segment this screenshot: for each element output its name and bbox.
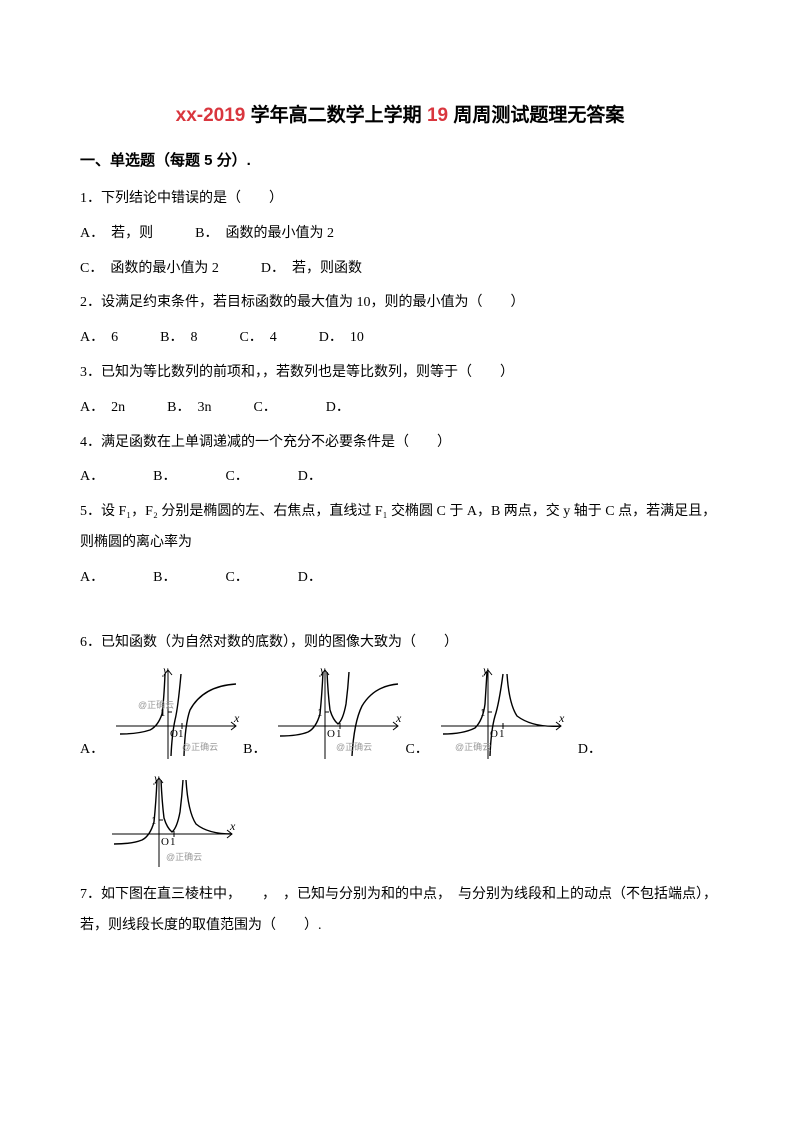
q1-opts-line2: C． 函数的最小值为 2 D． 若，则函数 [80, 254, 720, 285]
q7-stem: 7．如下图在直三棱柱中， ， ，已知与分别为和的中点， 与分别为线段和上的动点（… [80, 880, 720, 942]
q2-opts: A． 6 B． 8 C． 4 D． 10 [80, 323, 720, 354]
svg-text:O: O [327, 728, 335, 740]
svg-text:1: 1 [178, 728, 184, 740]
section-1-heading: 一、单选题（每题 5 分）. [80, 149, 720, 170]
q5-stem: 5．设 F₁，F₂ 分别是椭圆的左、右焦点，直线过 F₁ 交椭圆 C 于 A，B… [80, 497, 720, 559]
svg-text:1: 1 [499, 728, 505, 740]
svg-text:@正确云: @正确云 [455, 741, 491, 752]
svg-text:O: O [170, 728, 178, 740]
svg-text:O: O [161, 836, 169, 848]
q5-opts: A． B． C． D． [80, 563, 720, 594]
q6-label-d: D． [568, 738, 602, 764]
q6-graphs-row2: y x O 1 1 @正确云 [80, 772, 720, 872]
svg-text:@正确云: @正确云 [138, 699, 174, 710]
q6-graph-a: y x O 1 1 @正确云 @正确云 [108, 664, 243, 764]
q4-opts: A． B． C． D． [80, 462, 720, 493]
q3-opts: A． 2n B． 3n C． D． [80, 393, 720, 424]
q6-graph-b: y x O 1 1 @正确云 [270, 664, 405, 764]
q4-stem: 4．满足函数在上单调递减的一个充分不必要条件是（ ） [80, 428, 720, 459]
q3-stem: 3．已知为等比数列的前项和，，若数列也是等比数列，则等于（ ） [80, 358, 720, 389]
q1-opts-line1: A． 若，则 B． 函数的最小值为 2 [80, 219, 720, 250]
q6-graph-d: y x O 1 1 @正确云 [104, 772, 239, 872]
title-part2: 学年高二数学上学期 [245, 105, 427, 126]
q6-stem: 6．已知函数（为自然对数的底数），则的图像大致为（ ） [80, 628, 720, 659]
svg-text:x: x [558, 711, 565, 725]
q6-label-a: A． [80, 738, 104, 764]
svg-text:x: x [233, 711, 240, 725]
svg-text:x: x [395, 711, 402, 725]
title-part1: xx-2019 [176, 105, 246, 126]
q2-stem: 2．设满足约束条件，若目标函数的最大值为 10，则的最小值为（ ） [80, 288, 720, 319]
page-title: xx-2019 学年高二数学上学期 19 周周测试题理无答案 [80, 100, 720, 127]
svg-text:@正确云: @正确云 [336, 741, 372, 752]
svg-text:@正确云: @正确云 [166, 851, 202, 862]
svg-text:y: y [482, 664, 489, 677]
svg-text:x: x [229, 819, 236, 833]
svg-text:@正确云: @正确云 [182, 741, 218, 752]
q6-label-b: B． [243, 738, 266, 764]
q1-stem: 1．下列结论中错误的是（ ） [80, 184, 720, 215]
q6-graphs-row1: A． y x O 1 1 @正确云 @正确云 B． [80, 664, 720, 764]
title-part3: 19 [427, 105, 448, 126]
q6-label-c: C． [405, 738, 428, 764]
title-part4: 周周测试题理无答案 [448, 105, 624, 126]
svg-text:1: 1 [170, 836, 176, 848]
svg-text:1: 1 [336, 728, 342, 740]
q6-graph-c: y x O 1 1 @正确云 [433, 664, 568, 764]
